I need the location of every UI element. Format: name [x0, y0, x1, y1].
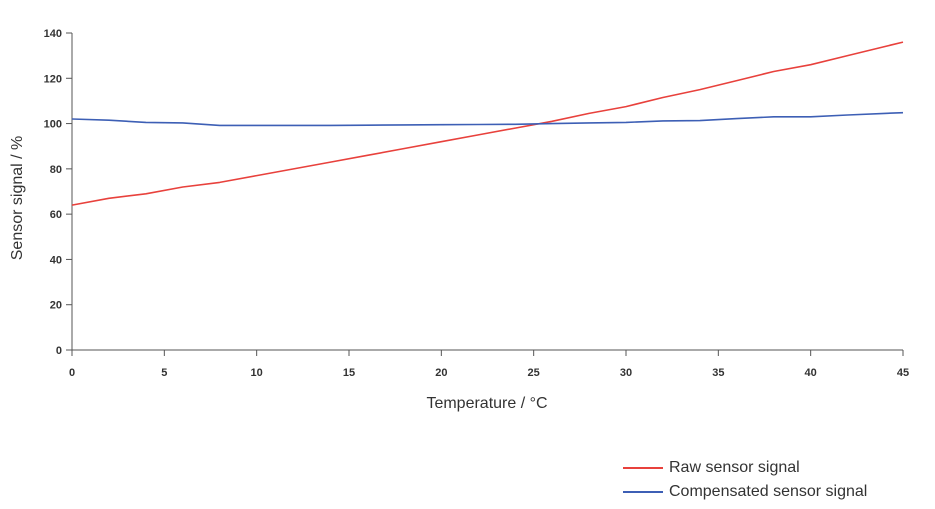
series-line-raw — [71, 41, 904, 206]
legend: Raw sensor signal Compensated sensor sig… — [623, 456, 867, 504]
series-lines — [71, 41, 904, 206]
y-tick-label: 60 — [50, 209, 62, 221]
x-tick-label: 40 — [805, 367, 817, 379]
x-tick-label: 0 — [69, 367, 75, 379]
y-tick-label: 80 — [50, 164, 62, 176]
y-axis-title: Sensor signal / % — [9, 136, 26, 261]
series-line-compensated — [71, 111, 904, 127]
legend-item-compensated: Compensated sensor signal — [623, 480, 867, 504]
x-axis-title: Temperature / °C — [426, 395, 547, 412]
axes — [71, 33, 903, 351]
y-tick-label: 100 — [44, 119, 62, 131]
x-tick-label: 10 — [251, 367, 263, 379]
legend-swatch-raw — [623, 467, 663, 469]
x-tick-label: 25 — [528, 367, 540, 379]
y-tick-label: 140 — [44, 28, 62, 40]
ticks: 0 20 40 60 80 100 120 140 0 5 10 15 20 25 30 35 40 45 — [44, 28, 909, 379]
y-tick-label: 20 — [50, 300, 62, 312]
x-tick-label: 45 — [897, 367, 909, 379]
x-tick-label: 20 — [435, 367, 447, 379]
y-tick-label: 40 — [50, 254, 62, 266]
legend-swatch-compensated — [623, 491, 663, 493]
x-tick-label: 30 — [620, 367, 632, 379]
x-tick-label: 5 — [161, 367, 167, 379]
legend-item-raw: Raw sensor signal — [623, 456, 867, 480]
legend-label-raw: Raw sensor signal — [669, 459, 800, 476]
x-tick-label: 35 — [712, 367, 724, 379]
x-tick-label: 15 — [343, 367, 355, 379]
y-tick-label: 120 — [44, 73, 62, 85]
y-tick-label: 0 — [56, 345, 62, 357]
legend-label-compensated: Compensated sensor signal — [669, 483, 868, 500]
